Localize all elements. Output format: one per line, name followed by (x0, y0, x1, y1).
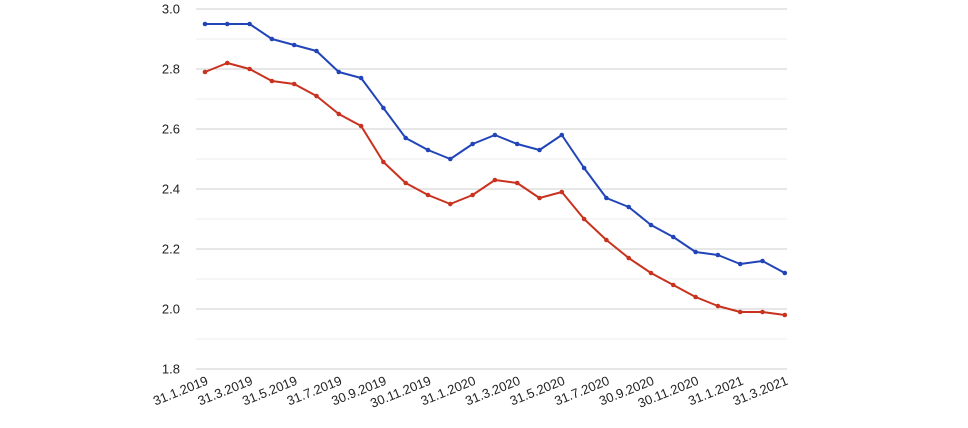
series-2-point (358, 123, 364, 129)
series-1-point (693, 249, 698, 255)
series-1-point (715, 252, 721, 258)
series-2-point (448, 201, 453, 207)
series-1-point (581, 165, 587, 171)
series-2-point (336, 111, 342, 117)
series-1-point (291, 42, 297, 48)
series-1-point (671, 234, 676, 240)
series-2-point (559, 189, 565, 195)
series-1-point (470, 141, 475, 147)
series-2-point (381, 159, 386, 165)
x-axis: 31.1.201931.3.201931.5.201931.7.201930.9… (151, 373, 790, 411)
y-tick-label: 3.0 (162, 2, 180, 17)
series-2-point (314, 93, 319, 99)
y-tick-label: 2.6 (162, 122, 180, 137)
series-2-point (671, 282, 676, 288)
series-1-point (782, 270, 788, 276)
y-axis: 1.8 2.0 2.2 2.4 2.6 2.8 3.0 (162, 2, 180, 377)
series-1-point (314, 48, 319, 54)
series-1-point (604, 195, 609, 201)
series-2-point (715, 303, 721, 309)
series-2-point (202, 69, 208, 75)
series-2-point (693, 294, 698, 300)
series-1-point (269, 36, 275, 42)
series-2-point (514, 180, 520, 186)
series-1-point (559, 132, 565, 138)
series-1-point (403, 135, 409, 141)
y-tick-label: 2.4 (162, 182, 180, 197)
series-2-point (269, 78, 275, 84)
y-tick-label: 2.2 (162, 242, 180, 257)
y-tick-label: 1.8 (162, 362, 180, 377)
series-2-point (604, 237, 609, 243)
series-2-point (291, 81, 297, 87)
series-1-point (358, 75, 364, 81)
series-1-point (425, 147, 431, 153)
y-tick-label: 2.0 (162, 302, 180, 317)
series-1-point (448, 156, 453, 162)
series-1-point (648, 222, 654, 228)
series-2-point (537, 195, 542, 201)
series-1-point (247, 21, 252, 27)
series-1-point (381, 105, 386, 111)
series-1-point (760, 258, 765, 264)
series-2-point (648, 270, 654, 276)
series (202, 21, 788, 318)
series-1-point (225, 21, 230, 27)
grid (196, 8, 787, 370)
series-2-point (403, 180, 409, 186)
series-1-point (514, 141, 520, 147)
series-1-line (204, 23, 786, 274)
series-1-point (492, 132, 498, 138)
series-2-point (492, 177, 498, 183)
series-2-point (247, 66, 252, 72)
series-2-point (470, 192, 475, 198)
series-1-point (737, 261, 743, 267)
series-2-point (581, 216, 587, 222)
series-1-point (537, 147, 542, 153)
series-2-point (782, 312, 788, 318)
series-2-point (737, 309, 743, 315)
series-2-point (225, 60, 230, 66)
y-tick-label: 2.8 (162, 62, 180, 77)
series-2-point (760, 309, 765, 315)
series-1-point (202, 21, 208, 27)
series-1-point (626, 204, 631, 210)
series-2-point (626, 255, 631, 261)
series-2-point (425, 192, 431, 198)
series-1-point (336, 69, 342, 75)
